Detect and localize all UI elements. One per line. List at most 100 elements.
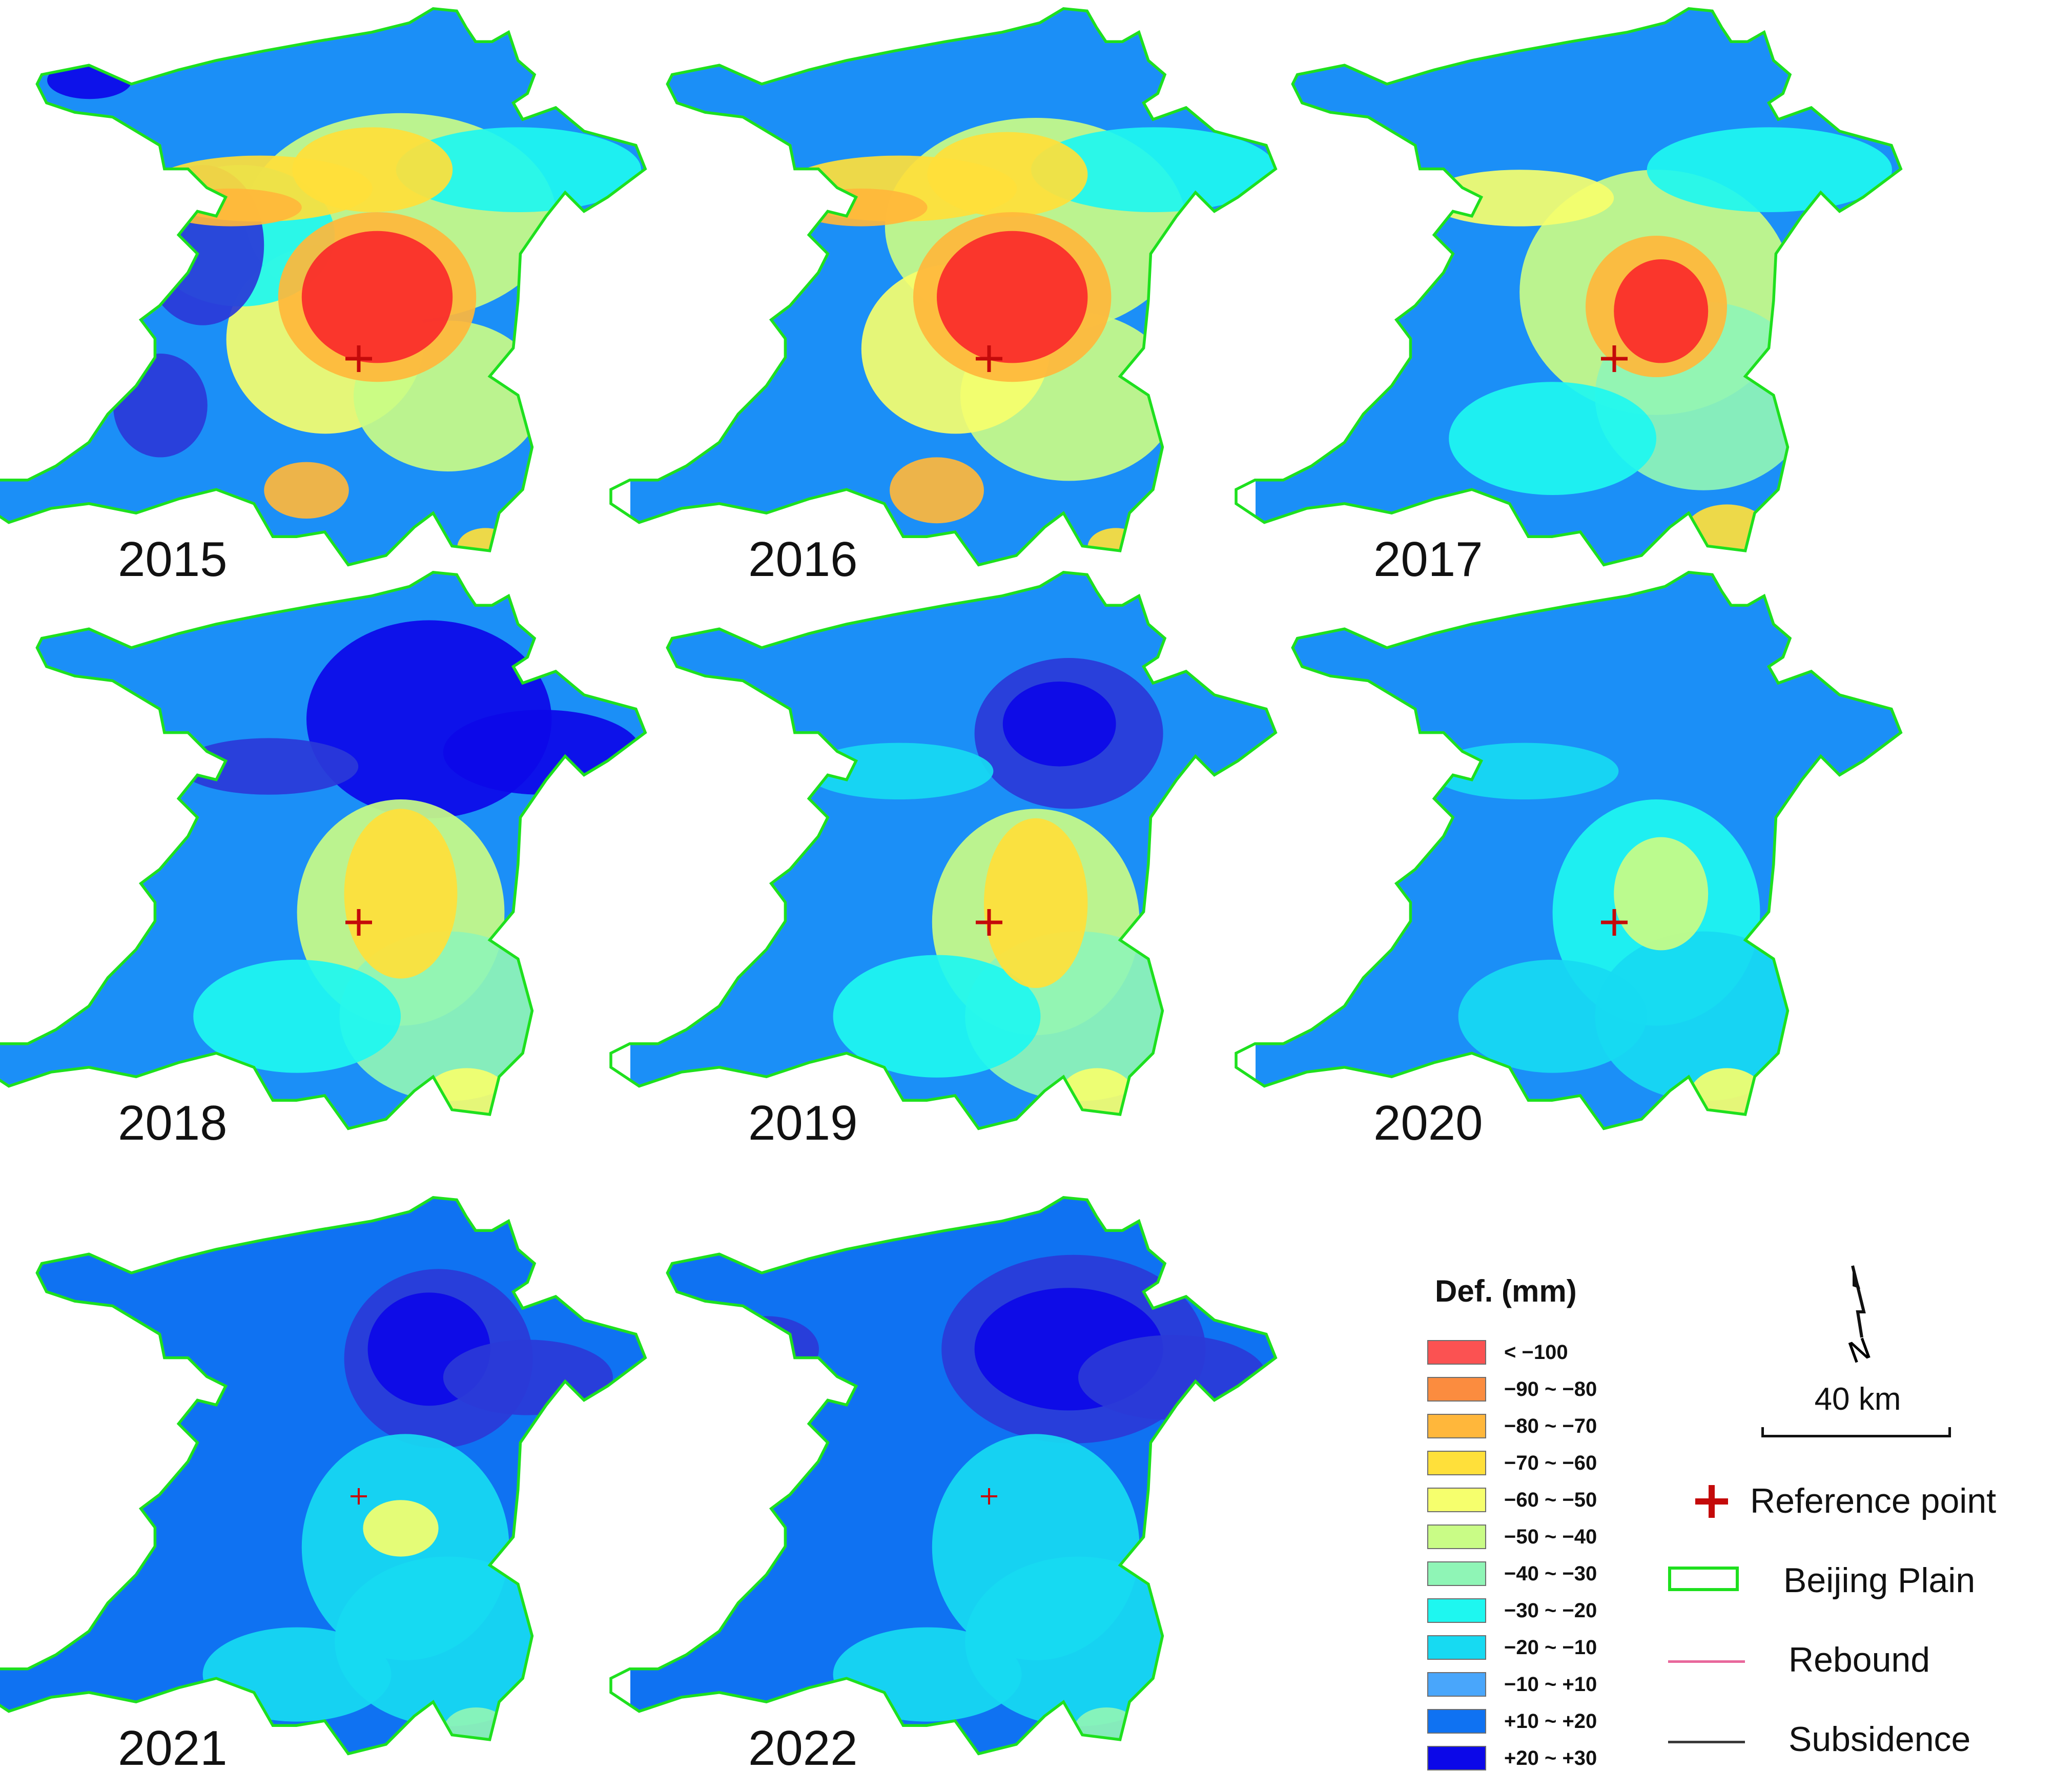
beijing-plain-boundary (609, 1196, 1278, 1756)
deformation-zone (113, 354, 208, 458)
deformation-zone (424, 1068, 509, 1125)
key-beijing-plain-label: Beijing Plain (1783, 1561, 1976, 1600)
beijing-plain-boundary (609, 7, 1278, 567)
legend-label: −20 ~ −10 (1504, 1636, 1597, 1659)
key-reference-point-label: Reference point (1750, 1481, 1997, 1520)
deformation-zone (1647, 127, 1892, 212)
deformation-zone (443, 1707, 509, 1754)
reference-point-marker (351, 1488, 367, 1505)
deformation-zone (344, 809, 458, 979)
beijing-plain-boundary-icon (1668, 1567, 1739, 1591)
legend-swatch (1427, 1451, 1486, 1475)
year-label: 2017 (1373, 532, 1483, 587)
deformation-zone (160, 189, 302, 226)
year-label: 2016 (748, 532, 858, 587)
deformation-zone (1002, 682, 1116, 767)
beijing-plain-boundary (0, 7, 647, 567)
legend-label: −90 ~ −80 (1504, 1378, 1597, 1400)
deformation-zone (1458, 959, 1647, 1073)
year-label: 2021 (118, 1721, 228, 1776)
beijing-plain-boundary (0, 1196, 647, 1756)
deformation-map (0, 570, 647, 1130)
legend-swatch (1427, 1672, 1486, 1697)
legend-swatch (1427, 1561, 1486, 1586)
north-letter: N (1844, 1332, 1876, 1368)
deformation-zone (1073, 1707, 1140, 1754)
deformation-map (609, 570, 1278, 1130)
rebound-line-icon (1668, 1660, 1745, 1663)
deformation-zone (833, 1627, 1022, 1722)
scale-bar: 40 km (1755, 1381, 1958, 1443)
deformation-zone (202, 1627, 392, 1722)
legend-label: −30 ~ −20 (1504, 1599, 1597, 1622)
deformation-zone (1078, 1335, 1267, 1420)
map-panel-2019: 2019 (609, 564, 1312, 1158)
legend-label: −70 ~ −60 (1504, 1452, 1597, 1474)
map-panel-2016: 2016 (609, 0, 1312, 594)
legend-label: −60 ~ −50 (1504, 1489, 1597, 1511)
deformation-zone (937, 231, 1088, 363)
deformation-map (609, 7, 1278, 567)
year-label: 2018 (118, 1096, 228, 1150)
legend-swatch (1427, 1414, 1486, 1438)
reference-point-marker (345, 345, 372, 372)
legend-label: +10 ~ +20 (1504, 1710, 1597, 1733)
deformation-zone (795, 189, 928, 226)
reference-point-marker (981, 1488, 997, 1505)
deformation-zone (890, 457, 984, 524)
legend-title: Def. (mm) (1435, 1274, 1577, 1308)
deformation-zone (805, 743, 994, 799)
reference-point-icon (1695, 1485, 1728, 1518)
deformation-zone (335, 1556, 561, 1726)
legend-swatch (1427, 1377, 1486, 1402)
map-panel-2018: 2018 (0, 564, 682, 1158)
key-rebound-label: Rebound (1789, 1640, 1930, 1679)
deformation-zone (301, 231, 453, 363)
subsidence-line-icon (1668, 1741, 1745, 1743)
key-subsidence-label: Subsidence (1789, 1720, 1971, 1759)
deformation-zone (363, 1500, 439, 1557)
legend-label: −10 ~ +10 (1504, 1673, 1597, 1696)
legend-swatch (1427, 1746, 1486, 1770)
year-label: 2015 (118, 532, 228, 587)
legend-swatch (1427, 1598, 1486, 1623)
deformation-map (609, 1196, 1278, 1756)
legend-swatch (1427, 1488, 1486, 1512)
deformation-map (0, 1196, 647, 1756)
legend-label: −50 ~ −40 (1504, 1526, 1597, 1548)
legend-swatch (1427, 1340, 1486, 1365)
year-label: 2022 (748, 1721, 858, 1776)
legend-label: < −100 (1504, 1341, 1568, 1364)
deformation-zone (443, 710, 642, 795)
deformation-zone (264, 462, 349, 519)
reference-point-marker (345, 909, 372, 936)
map-panel-2020: 2020 (1235, 564, 1937, 1158)
legend-swatch (1427, 1525, 1486, 1549)
beijing-plain-boundary (609, 570, 1278, 1130)
map-panel-2022: 2022 (609, 1189, 1312, 1783)
deformation-zone (396, 127, 642, 212)
legend-swatch (1427, 1635, 1486, 1660)
map-panel-2015: 2015 (0, 0, 682, 594)
deformation-zone (443, 1340, 613, 1415)
legend-swatch (1427, 1709, 1486, 1734)
beijing-plain-boundary (1235, 7, 1903, 567)
scale-bar-label: 40 km (1814, 1382, 1901, 1417)
deformation-zone (1595, 931, 1812, 1101)
deformation-zone (179, 738, 359, 795)
legend-label: +20 ~ +30 (1504, 1747, 1597, 1769)
legend-label: −80 ~ −70 (1504, 1415, 1597, 1437)
year-label: 2019 (748, 1096, 858, 1150)
beijing-plain-boundary (1235, 570, 1903, 1130)
deformation-zone (965, 1556, 1191, 1726)
deformation-zone (1031, 127, 1276, 213)
reference-point-marker (976, 345, 1002, 372)
deformation-zone (1614, 837, 1709, 951)
year-label: 2020 (1373, 1096, 1483, 1150)
legend-label: −40 ~ −30 (1504, 1562, 1597, 1585)
reference-point-marker (976, 909, 1002, 936)
deformation-zone (1449, 382, 1656, 495)
deformation-zone (927, 132, 1088, 217)
deformation-zone (292, 127, 453, 212)
